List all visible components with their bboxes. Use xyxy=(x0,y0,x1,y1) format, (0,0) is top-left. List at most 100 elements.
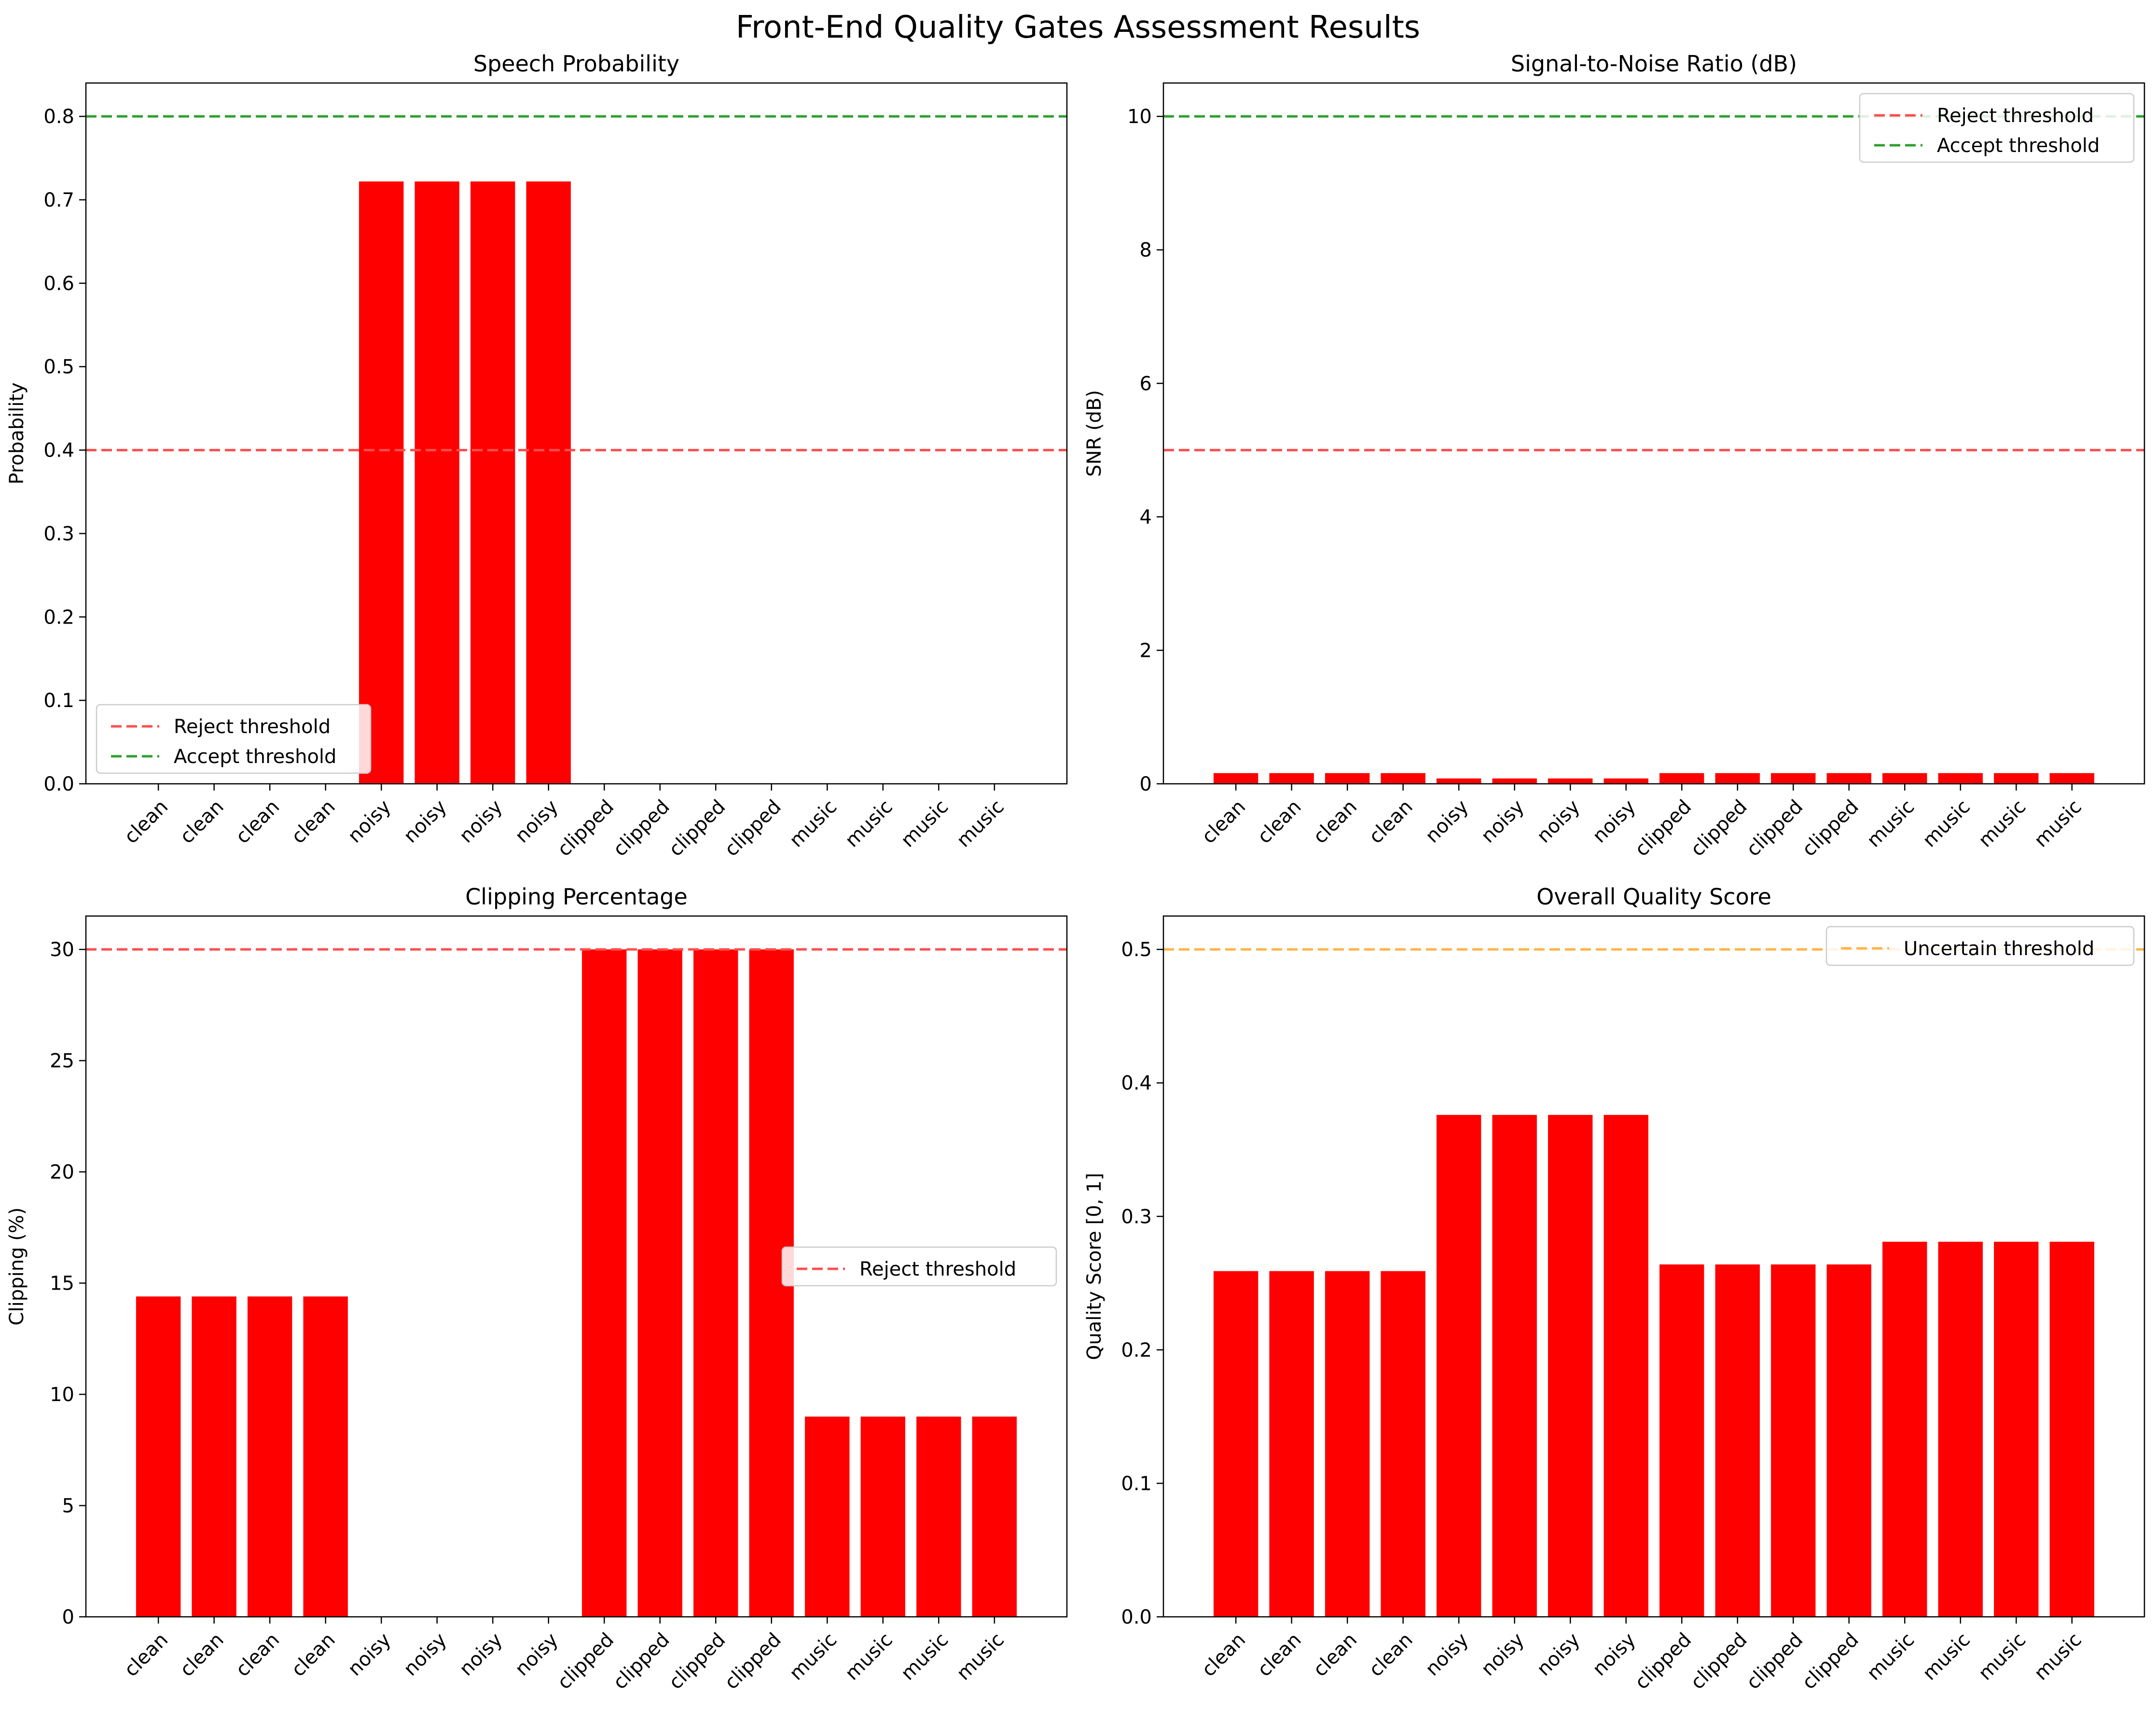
bar-music-16 xyxy=(972,1417,1017,1617)
bar-noisy-6 xyxy=(1492,1115,1537,1617)
y-tick-label: 0.6 xyxy=(43,273,74,295)
subplot-title: Overall Quality Score xyxy=(1536,884,1771,910)
bar-clean-2 xyxy=(1269,773,1314,784)
y-tick-label: 0.1 xyxy=(1121,1473,1152,1495)
bar-noisy-5 xyxy=(1437,778,1481,784)
y-tick-label: 0.3 xyxy=(43,523,74,545)
bar-clean-1 xyxy=(136,1296,181,1617)
y-tick-label: 4 xyxy=(1140,506,1152,528)
y-tick-label: 0.0 xyxy=(43,773,74,795)
bar-clean-3 xyxy=(247,1296,292,1617)
bar-music-13 xyxy=(805,1417,850,1617)
y-tick-label: 30 xyxy=(50,939,74,961)
y-axis-label: Clipping (%) xyxy=(6,1208,28,1326)
figure-title: Front-End Quality Gates Assessment Resul… xyxy=(736,10,1420,45)
y-tick-label: 0.2 xyxy=(43,606,74,628)
bar-clean-2 xyxy=(1269,1271,1314,1617)
bar-music-13 xyxy=(1882,773,1927,784)
legend: Uncertain threshold xyxy=(1825,926,2135,966)
bar-music-16 xyxy=(2049,1241,2095,1617)
y-tick-label: 0.7 xyxy=(43,189,74,211)
bar-music-14 xyxy=(860,1417,906,1617)
bar-music-14 xyxy=(1938,773,1983,784)
bar-noisy-6 xyxy=(415,181,459,784)
bar-music-15 xyxy=(1994,773,2039,784)
axes-frame xyxy=(1162,915,2145,1618)
y-tick-label: 10 xyxy=(1127,106,1152,128)
legend-frame xyxy=(781,1246,1057,1287)
legend-frame xyxy=(1825,926,2135,966)
y-tick-label: 0.3 xyxy=(1121,1206,1152,1228)
y-tick-label: 20 xyxy=(50,1161,74,1183)
bar-noisy-8 xyxy=(1603,1115,1648,1617)
y-tick-label: 0.5 xyxy=(43,356,74,378)
y-tick-label: 15 xyxy=(50,1273,74,1295)
axes-frame xyxy=(85,82,1068,785)
bar-clipped-10 xyxy=(637,949,682,1617)
bar-clipped-11 xyxy=(1771,773,1816,784)
y-tick-label: 0.2 xyxy=(1121,1339,1152,1362)
bar-music-14 xyxy=(1938,1241,1983,1617)
legend-label: Accept threshold xyxy=(174,746,336,768)
y-tick-label: 8 xyxy=(1140,239,1152,262)
y-tick-label: 10 xyxy=(50,1384,74,1406)
legend: Reject threshold Accept threshold xyxy=(1859,93,2135,163)
y-axis-label: SNR (dB) xyxy=(1083,390,1106,477)
bar-clipped-9 xyxy=(1659,1264,1704,1617)
bar-clipped-10 xyxy=(1715,773,1760,784)
bar-noisy-7 xyxy=(470,181,515,784)
bar-clipped-9 xyxy=(582,949,627,1617)
legend-label: Accept threshold xyxy=(1937,135,2100,157)
legend-label: Reject threshold xyxy=(1937,105,2094,127)
bar-clean-2 xyxy=(192,1296,236,1617)
bar-noisy-8 xyxy=(526,181,571,784)
bar-clipped-9 xyxy=(1659,773,1704,784)
legend-label: Reject threshold xyxy=(174,716,331,738)
y-tick-label: 0.5 xyxy=(1121,939,1152,961)
bar-music-16 xyxy=(2049,773,2095,784)
bar-clean-4 xyxy=(1381,1271,1425,1617)
axes-frame xyxy=(1162,82,2145,785)
axes-frame xyxy=(85,915,1068,1618)
y-tick-label: 0.4 xyxy=(1121,1072,1152,1095)
legend: Reject threshold xyxy=(781,1246,1057,1287)
y-axis-label: Probability xyxy=(6,382,28,484)
y-tick-label: 5 xyxy=(62,1495,74,1517)
y-tick-label: 0.4 xyxy=(43,440,74,462)
legend: Reject threshold Accept threshold xyxy=(96,704,372,774)
legend-label: Uncertain threshold xyxy=(1904,938,2094,960)
y-tick-label: 0 xyxy=(62,1606,74,1628)
y-tick-label: 0.1 xyxy=(43,690,74,712)
bar-noisy-5 xyxy=(1437,1115,1481,1617)
bar-music-13 xyxy=(1882,1241,1927,1617)
legend-label: Reject threshold xyxy=(859,1258,1016,1280)
bar-noisy-7 xyxy=(1548,1115,1593,1617)
bar-clipped-12 xyxy=(1826,773,1871,784)
bar-clean-4 xyxy=(303,1296,348,1617)
bar-clipped-11 xyxy=(1771,1264,1816,1617)
y-tick-label: 2 xyxy=(1140,639,1152,662)
bar-clean-3 xyxy=(1325,773,1370,784)
bar-clean-4 xyxy=(1381,773,1425,784)
bar-clean-3 xyxy=(1325,1271,1370,1617)
bar-music-15 xyxy=(916,1417,961,1617)
subplot-title: Speech Probability xyxy=(473,51,679,77)
legend-frame xyxy=(96,704,372,774)
bar-noisy-8 xyxy=(1603,778,1648,784)
subplot-title: Signal-to-Noise Ratio (dB) xyxy=(1511,51,1797,77)
bar-noisy-7 xyxy=(1548,778,1593,784)
y-tick-label: 0 xyxy=(1140,773,1152,795)
bar-noisy-5 xyxy=(359,181,404,784)
y-tick-label: 6 xyxy=(1140,373,1152,395)
subplot-title: Clipping Percentage xyxy=(465,884,688,910)
bar-clean-1 xyxy=(1213,1271,1258,1617)
legend-frame xyxy=(1859,93,2135,163)
bar-music-15 xyxy=(1994,1241,2039,1617)
y-tick-label: 0.8 xyxy=(43,106,74,128)
bar-clipped-10 xyxy=(1715,1264,1760,1617)
y-tick-label: 0.0 xyxy=(1121,1606,1152,1628)
